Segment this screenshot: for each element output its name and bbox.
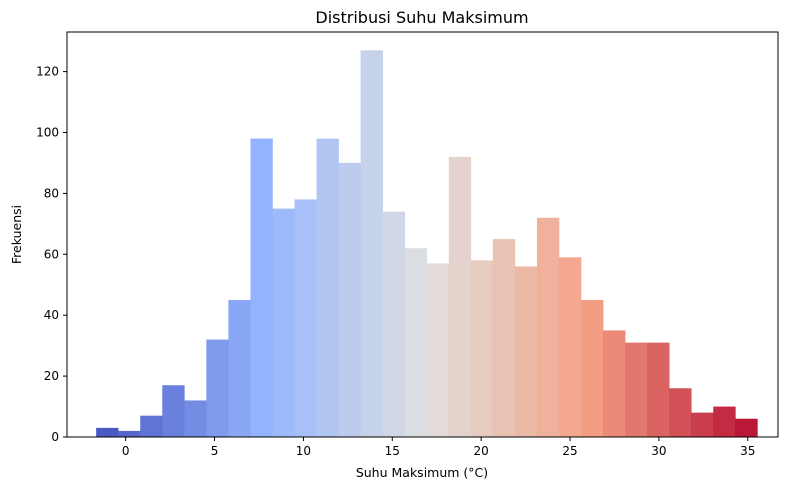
histogram-bar — [470, 260, 494, 437]
y-tick-label: 0 — [51, 430, 59, 444]
x-tick-label: 30 — [651, 444, 666, 458]
histogram-bar — [559, 257, 582, 437]
histogram-bar — [360, 50, 383, 437]
histogram-bar — [140, 415, 163, 437]
y-tick-label: 100 — [36, 125, 59, 139]
y-tick-label: 80 — [44, 186, 59, 200]
x-tick-label: 15 — [385, 444, 400, 458]
y-tick-label: 60 — [44, 247, 59, 261]
x-tick-label: 35 — [740, 444, 755, 458]
histogram-bar — [118, 430, 141, 437]
histogram-bar — [691, 412, 714, 437]
histogram-bar — [581, 299, 604, 437]
histogram-bar — [713, 406, 736, 437]
x-axis-label: Suhu Maksimum (°C) — [356, 465, 488, 480]
histogram-bar — [184, 400, 207, 437]
histogram-bar — [404, 248, 428, 437]
histogram-bar — [669, 388, 692, 437]
y-axis-label: Frekuensi — [9, 205, 24, 264]
y-ticks-group: 0 20 40 60 80 100 120 — [36, 65, 67, 444]
bars-group — [96, 50, 758, 438]
plot-frame — [66, 31, 779, 438]
histogram-bar — [250, 138, 273, 437]
histogram-bar — [162, 385, 185, 437]
histogram-bar — [206, 339, 229, 437]
histogram-bar — [514, 266, 538, 437]
x-tick-label: 5 — [211, 444, 219, 458]
histogram-bar — [338, 162, 361, 437]
y-tick-label: 120 — [36, 65, 59, 79]
x-ticks-group: 0 5 10 15 20 25 30 35 — [122, 437, 755, 458]
histogram-bar — [228, 299, 251, 437]
x-tick-label: 10 — [296, 444, 311, 458]
y-tick-label: 20 — [44, 369, 59, 383]
histogram-bar — [316, 138, 339, 437]
x-tick-label: 20 — [474, 444, 489, 458]
histogram-bar — [492, 239, 516, 437]
histogram-bar — [448, 156, 472, 438]
y-tick-label: 40 — [44, 308, 59, 322]
histogram-bar — [426, 263, 450, 437]
histogram-bar — [272, 208, 295, 437]
histogram-bar — [294, 199, 317, 437]
histogram-bar — [735, 418, 758, 437]
histogram-bar — [603, 330, 626, 437]
histogram-bar — [647, 342, 670, 437]
x-tick-label: 0 — [122, 444, 130, 458]
x-tick-label: 25 — [562, 444, 577, 458]
histogram-bar — [625, 342, 648, 437]
histogram-bar — [536, 217, 560, 437]
histogram-bar — [382, 211, 406, 437]
chart-title: Distribusi Suhu Maksimum — [315, 8, 528, 27]
histogram-bar — [96, 427, 119, 437]
